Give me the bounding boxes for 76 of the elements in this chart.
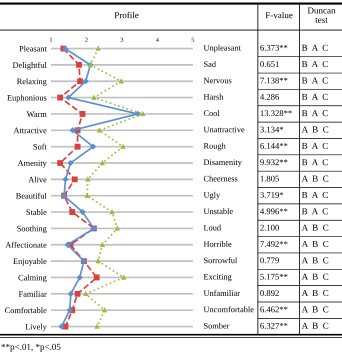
text: B A C — [302, 192, 328, 198]
text: 6.373** — [260, 44, 288, 51]
y-tick-label: Soft — [33, 144, 47, 150]
text: A B C — [302, 290, 328, 296]
text: Horrible — [204, 240, 232, 247]
text: 6.327** — [260, 322, 288, 329]
text: Ugly — [204, 192, 220, 200]
y-tick-label: Relaxing — [16, 78, 47, 86]
text: **p<.01, *p<.05 — [1, 344, 61, 352]
text: A B C — [302, 274, 328, 280]
text: Harsh — [204, 94, 224, 100]
text: A B C — [302, 224, 328, 231]
text: B A C — [302, 110, 328, 116]
y-tick-label: Lively — [25, 324, 47, 332]
text: 5.175** — [260, 274, 288, 280]
text: F-value — [266, 12, 293, 18]
text: 3.134* — [260, 126, 284, 132]
text: Unpleasant — [204, 44, 241, 52]
text: 6.144** — [260, 143, 288, 149]
y-tick-label: Enjoyable — [13, 258, 47, 266]
y-tick-label: Warm — [26, 111, 47, 117]
text: Nervous — [204, 78, 232, 84]
y-tick-label: Delightful — [12, 62, 47, 70]
text: 7.138** — [260, 78, 288, 84]
y-tick-label: Beautiful — [16, 192, 47, 199]
text: 3.719* — [260, 192, 284, 198]
text: B A C — [302, 44, 328, 51]
text: B A C — [302, 61, 328, 68]
text: B A C — [302, 159, 328, 166]
text: A B C — [302, 176, 328, 182]
text: 0.779 — [260, 257, 279, 264]
text: B A C — [302, 94, 328, 100]
y-tick-label: Comfortable — [5, 307, 47, 314]
text: Rough — [204, 142, 226, 150]
text: Sad — [204, 61, 216, 67]
text: 0.892 — [260, 290, 279, 296]
text: A B C — [302, 322, 328, 329]
text: A B C — [302, 306, 328, 312]
text: Unstable — [204, 208, 233, 214]
y-tick-label: Affectionate — [5, 242, 46, 248]
text: 13.328** — [260, 110, 292, 116]
text: 0.651 — [260, 61, 279, 68]
text: Unfamiliar — [204, 290, 240, 296]
text: 7.492** — [260, 241, 288, 247]
text: Disamenity — [204, 159, 242, 167]
text: A B C — [302, 240, 328, 248]
text: Loud — [204, 224, 221, 230]
text: 4.286 — [260, 94, 280, 100]
text: Profile — [114, 12, 139, 18]
text: 6.462** — [260, 306, 288, 312]
text: B A C — [302, 142, 328, 149]
text: Uncomfortable — [204, 306, 254, 312]
text: 1.805 — [260, 176, 279, 182]
text: Cheerness — [204, 176, 238, 182]
text: Duncan test — [308, 7, 336, 23]
y-tick-label: Euphonious — [7, 94, 46, 102]
y-tick-label: Attractive — [14, 128, 46, 134]
text: Sorrowful — [204, 257, 238, 264]
text: 4.996** — [260, 208, 288, 214]
y-tick-label: Amenity — [18, 160, 47, 168]
text: Somber — [204, 322, 230, 329]
text: 2.100 — [260, 224, 279, 231]
y-tick-label: Soothing — [17, 226, 47, 234]
text: Cool — [204, 110, 220, 116]
text: Exciting — [204, 274, 232, 282]
text: Unattractive — [204, 126, 244, 132]
text: B A C — [302, 208, 328, 214]
text: A B C — [302, 126, 328, 133]
y-tick-label: Stable — [26, 209, 47, 216]
text: 9.932** — [260, 159, 288, 166]
y-tick-label: Pleasant — [19, 46, 47, 52]
y-tick-label: Alive — [28, 176, 46, 182]
text: A B C — [302, 257, 328, 264]
y-tick-label: Familiar — [18, 290, 47, 297]
text: B A C — [302, 77, 328, 84]
y-tick-label: Calming — [18, 274, 47, 282]
